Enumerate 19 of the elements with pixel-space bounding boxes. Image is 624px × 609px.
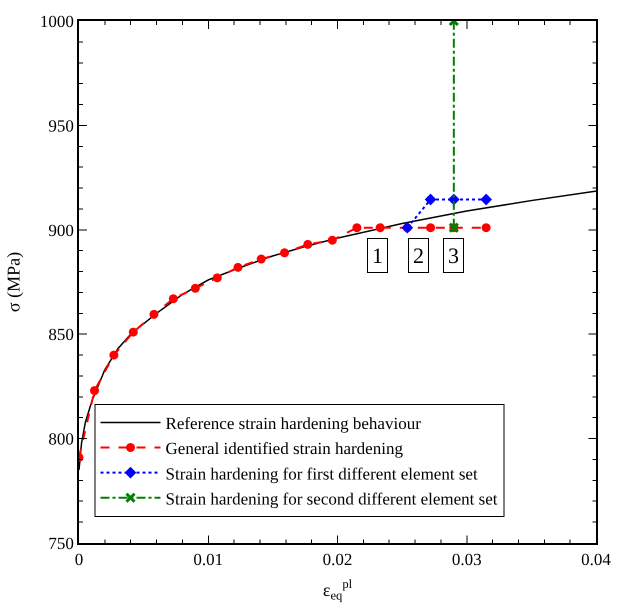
legend-label: Reference strain hardening behaviour [166, 414, 422, 434]
x-tick-label: 0.04 [581, 550, 612, 570]
annotation: 1 [372, 243, 383, 268]
y-tick-label: 900 [48, 220, 74, 240]
legend-label: General identified strain hardening [166, 439, 404, 458]
y-tick-label: 750 [48, 534, 74, 553]
x-tick-label: 0.01 [193, 550, 224, 570]
x-tick-label: 0.03 [452, 550, 482, 570]
y-tick-label: 950 [48, 116, 74, 136]
y-tick-label: 850 [48, 325, 74, 344]
legend-label: Strain hardening for first different element set [166, 464, 478, 484]
x-tick-label: 0.02 [322, 550, 352, 570]
annotation: 3 [448, 243, 459, 268]
annotation: 2 [413, 243, 424, 268]
legend-label: Strain hardening for second different element set [166, 489, 498, 508]
x-tick-label: 0 [74, 550, 84, 570]
y-tick-label: 800 [48, 430, 74, 449]
y-axis-title: σ (MPa) [4, 252, 24, 312]
y-tick-label: 1000 [40, 12, 74, 31]
